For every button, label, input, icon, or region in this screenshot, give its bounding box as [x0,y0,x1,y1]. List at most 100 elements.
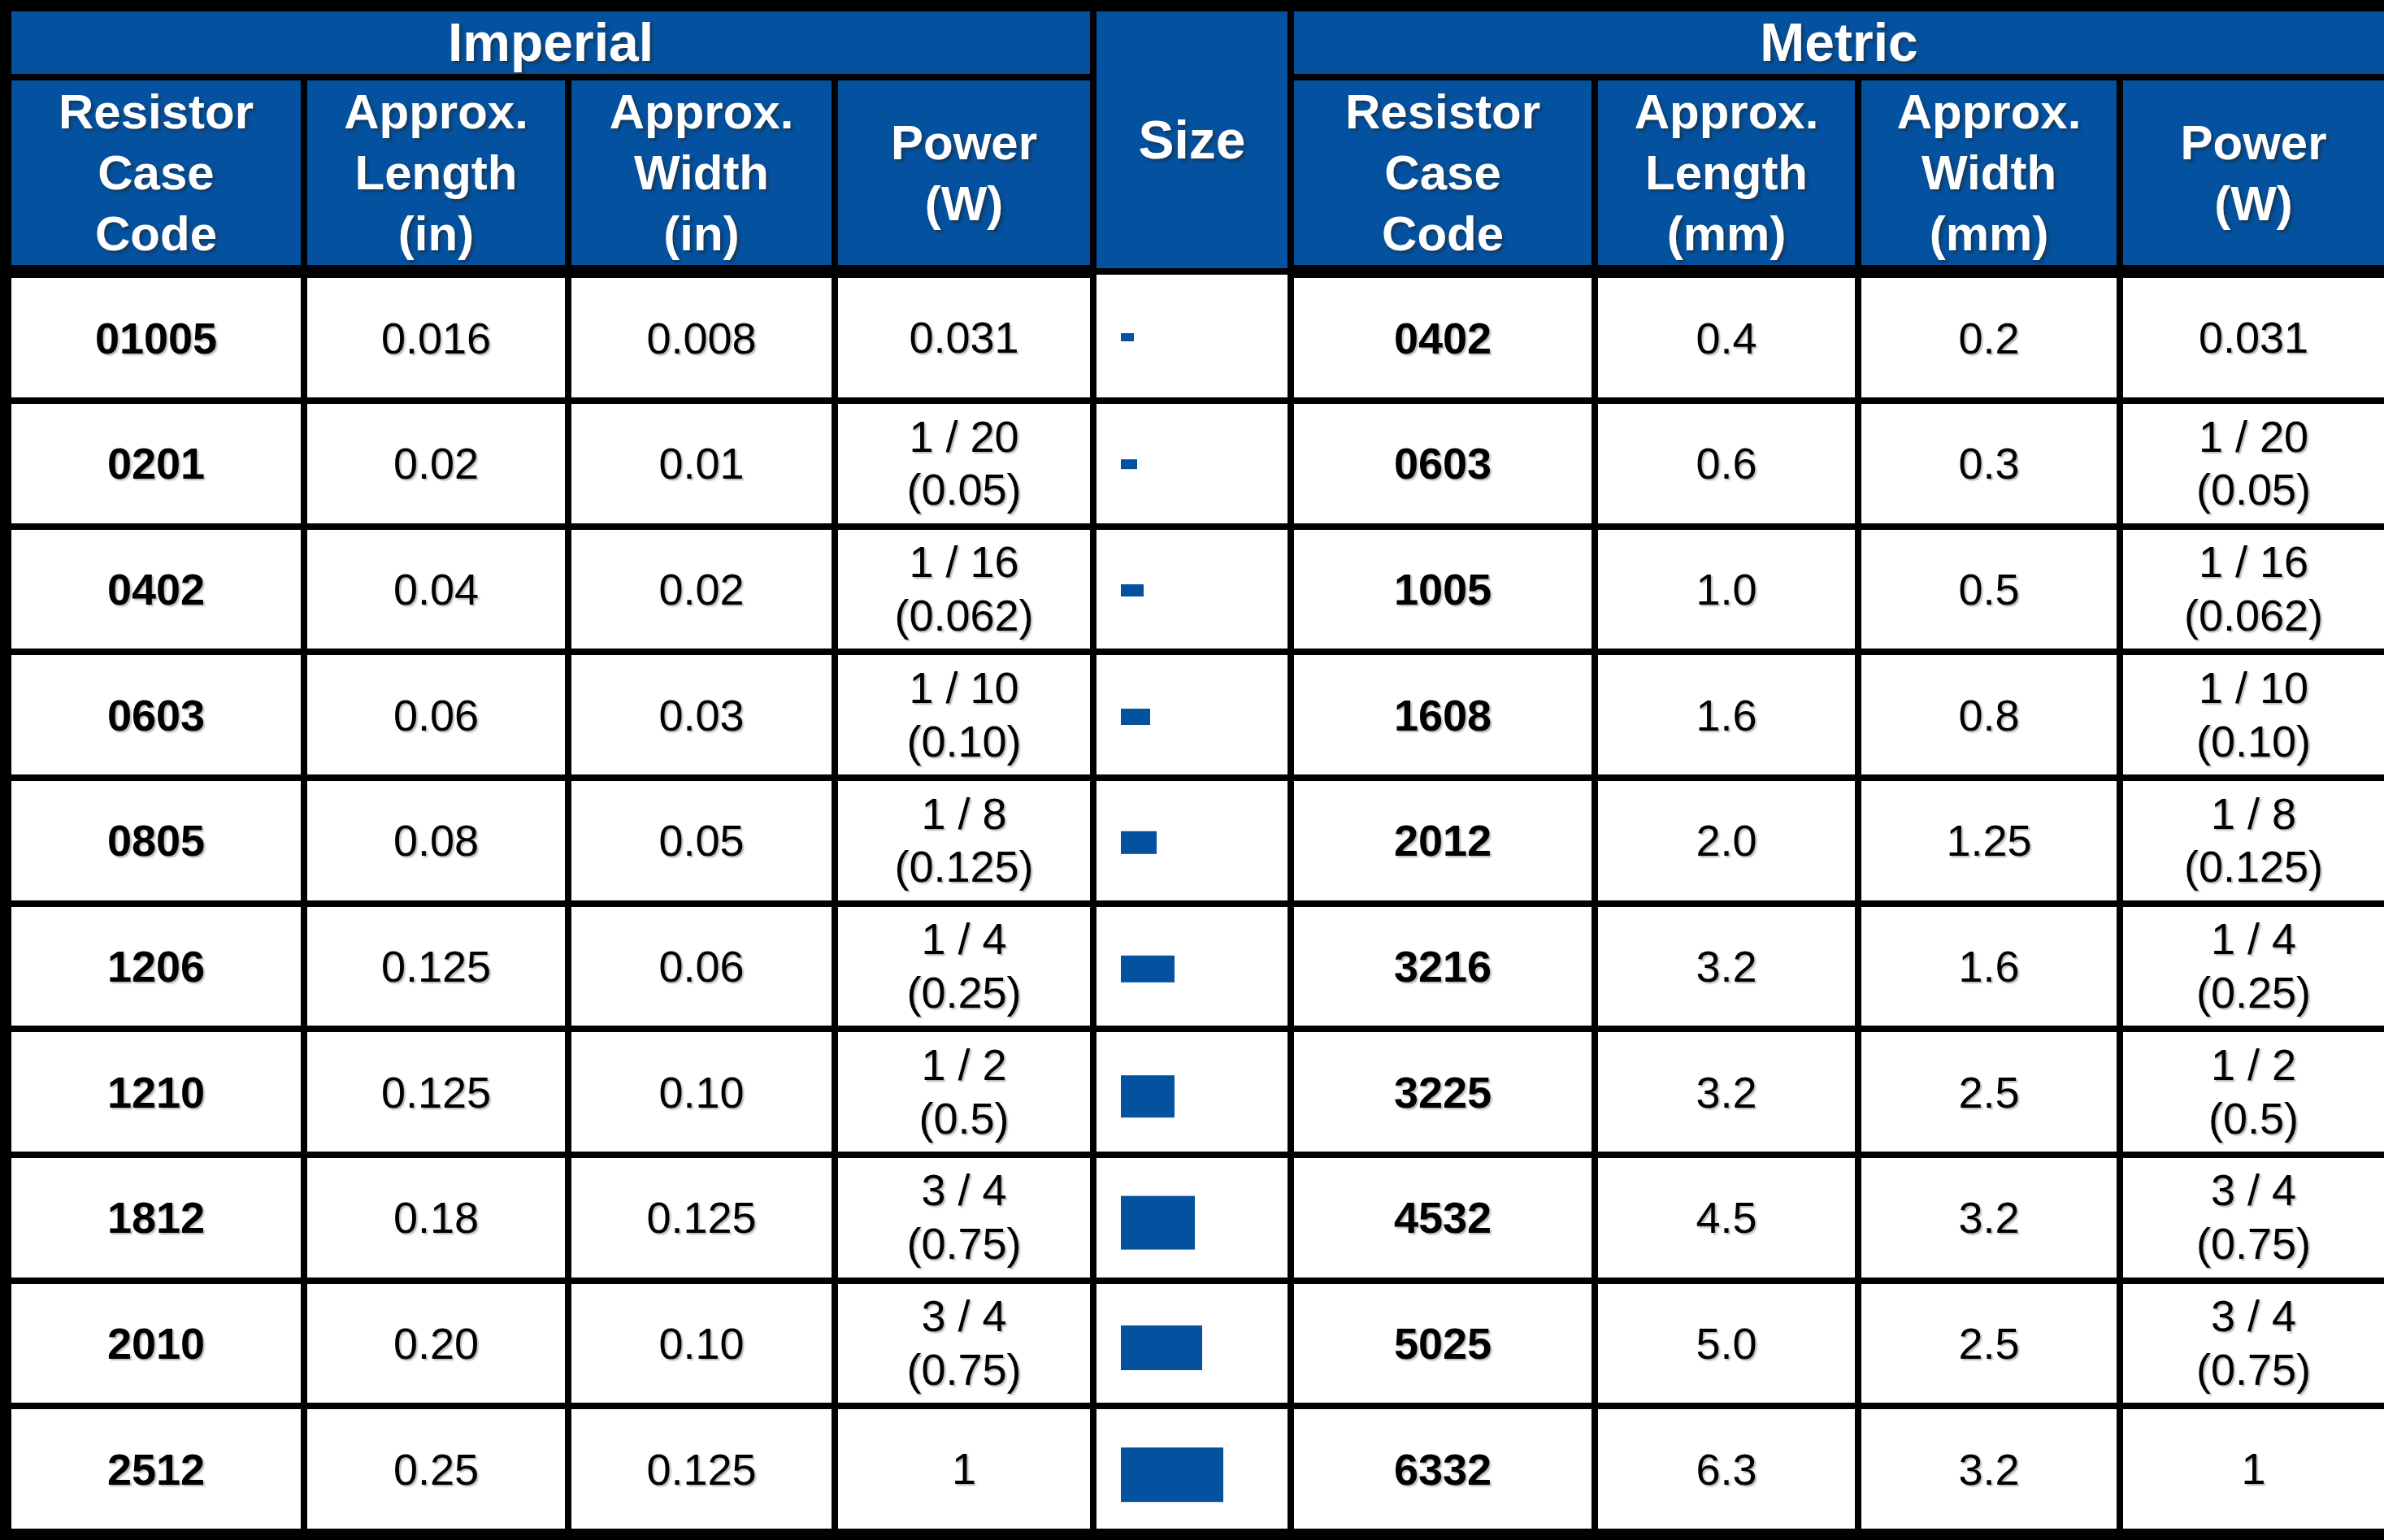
size-cell [1093,1029,1291,1155]
size-cell [1093,1406,1291,1534]
power-line: 3 / 4 [838,1164,1090,1217]
table-row: 0201 0.02 0.01 1 / 20 (0.05) 0603 0.6 0.… [6,401,2384,527]
imperial-length: 0.02 [304,401,568,527]
imperial-power: 3 / 4 (0.75) [835,1155,1093,1281]
table-row: 01005 0.016 0.008 0.031 0402 0.4 0.2 0.0… [6,271,2384,401]
power-line: 3 / 4 [2123,1290,2384,1343]
size-cell [1093,904,1291,1030]
table-row: 1206 0.125 0.06 1 / 4 (0.25) 3216 3.2 1.… [6,904,2384,1030]
header-line: Resistor [11,81,301,142]
metric-length: 2.0 [1595,778,1858,904]
power-line: 1 / 16 [2123,536,2384,589]
size-swatch [1121,584,1144,596]
metric-power: 1 / 4 (0.25) [2120,904,2384,1030]
header-line: Case [11,142,301,203]
power-line: 1 / 20 [2123,410,2384,464]
imperial-length: 0.04 [304,527,568,653]
imperial-case-code: 0805 [6,778,304,904]
power-line: (0.75) [838,1217,1090,1271]
metric-length: 0.6 [1595,401,1858,527]
metric-length: 1.0 [1595,527,1858,653]
table-row: 1812 0.18 0.125 3 / 4 (0.75) 4532 4.5 3.… [6,1155,2384,1281]
imperial-case-code: 0402 [6,527,304,653]
power-line: (0.125) [2123,840,2384,894]
metric-case-code: 1608 [1291,652,1595,778]
imperial-width: 0.125 [568,1155,835,1281]
table-row: 2512 0.25 0.125 1 6332 6.3 3.2 1 [6,1406,2384,1534]
header-line: Approx. [1861,81,2117,142]
group-header-row: Imperial Size Metric [6,6,2384,77]
header-line: Length [1598,142,1855,203]
table-row: 0402 0.04 0.02 1 / 16 (0.062) 1005 1.0 0… [6,527,2384,653]
metric-case-code: 4532 [1291,1155,1595,1281]
power-line: 1 / 4 [2123,913,2384,966]
power-line: 1 / 16 [838,536,1090,589]
metric-power: 1 / 2 (0.5) [2120,1029,2384,1155]
metric-power: 3 / 4 (0.75) [2120,1155,2384,1281]
header-line: Code [1294,203,1592,264]
power-line: (0.05) [838,463,1090,517]
imperial-width: 0.06 [568,904,835,1030]
imperial-case-code: 1210 [6,1029,304,1155]
power-line: (0.5) [838,1092,1090,1146]
metric-power: 1 / 16 (0.062) [2120,527,2384,653]
imperial-case-code: 01005 [6,271,304,401]
size-swatch [1121,460,1137,470]
power-line: 0.031 [838,311,1090,365]
header-line: Width [571,142,832,203]
metric-width: 1.25 [1858,778,2120,904]
metric-power: 0.031 [2120,271,2384,401]
metric-width: 0.5 [1858,527,2120,653]
imperial-width-header: Approx. Width (in) [568,77,835,272]
header-line: Resistor [1294,81,1592,142]
size-swatch [1121,333,1134,341]
power-line: (0.75) [2123,1343,2384,1397]
metric-case-code: 2012 [1291,778,1595,904]
imperial-power: 1 / 20 (0.05) [835,401,1093,527]
size-swatch [1121,1196,1195,1250]
table-row: 2010 0.20 0.10 3 / 4 (0.75) 5025 5.0 2.5… [6,1281,2384,1407]
imperial-width: 0.008 [568,271,835,401]
imperial-case-code-header: Resistor Case Code [6,77,304,272]
size-swatch [1121,709,1150,725]
metric-width: 1.6 [1858,904,2120,1030]
size-cell [1093,1281,1291,1407]
power-line: 1 [838,1442,1090,1496]
metric-power: 1 / 10 (0.10) [2120,652,2384,778]
metric-case-code: 0402 [1291,271,1595,401]
power-line: (0.062) [2123,589,2384,643]
power-line: 1 / 10 [2123,662,2384,715]
header-line: (in) [307,203,565,264]
metric-power: 1 [2120,1406,2384,1534]
power-line: (0.25) [838,966,1090,1020]
imperial-length: 0.06 [304,652,568,778]
metric-case-code: 0603 [1291,401,1595,527]
metric-length-header: Approx. Length (mm) [1595,77,1858,272]
metric-length: 3.2 [1595,904,1858,1030]
power-line: 1 / 8 [2123,787,2384,841]
header-line: Case [1294,142,1592,203]
header-line: (in) [571,203,832,264]
power-line: 3 / 4 [2123,1164,2384,1217]
header-line: Approx. [571,81,832,142]
imperial-case-code: 2512 [6,1406,304,1534]
imperial-power: 1 [835,1406,1093,1534]
power-line: 0.031 [2123,311,2384,365]
imperial-width: 0.05 [568,778,835,904]
imperial-width: 0.02 [568,527,835,653]
metric-case-code-header: Resistor Case Code [1291,77,1595,272]
metric-length: 4.5 [1595,1155,1858,1281]
metric-width: 0.8 [1858,652,2120,778]
size-swatch [1121,1075,1175,1117]
imperial-power: 1 / 16 (0.062) [835,527,1093,653]
imperial-power: 1 / 4 (0.25) [835,904,1093,1030]
imperial-power: 1 / 10 (0.10) [835,652,1093,778]
metric-length: 6.3 [1595,1406,1858,1534]
power-line: 1 / 2 [2123,1039,2384,1092]
imperial-length: 0.125 [304,1029,568,1155]
power-line: 1 / 2 [838,1039,1090,1092]
size-cell [1093,401,1291,527]
table-row: 0805 0.08 0.05 1 / 8 (0.125) 2012 2.0 1.… [6,778,2384,904]
metric-group-header: Metric [1291,6,2384,77]
header-line: Approx. [1598,81,1855,142]
